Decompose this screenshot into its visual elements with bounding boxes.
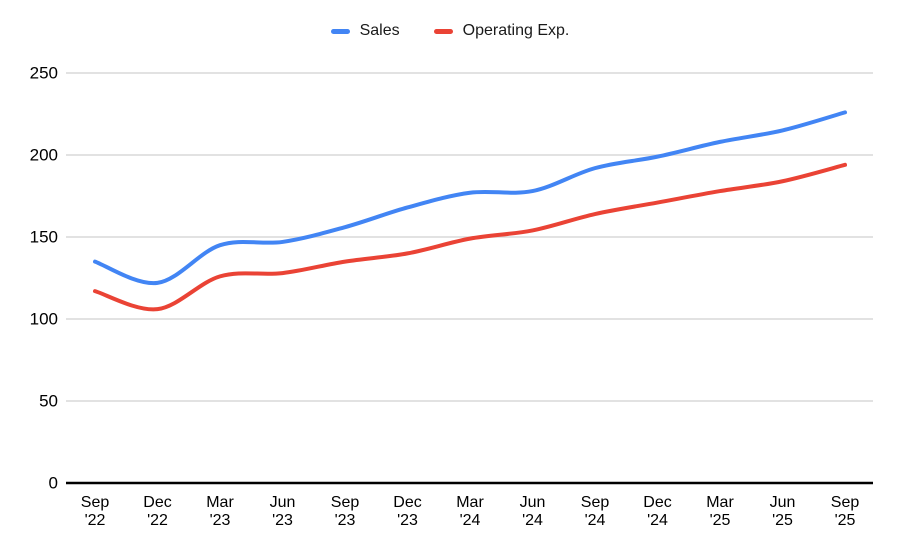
x-axis-tick-label: Mar '23 <box>206 494 234 529</box>
x-axis-tick-label: Dec '22 <box>143 494 171 529</box>
x-axis-tick-label: Jun '23 <box>270 494 296 529</box>
x-axis-tick-label: Sep '23 <box>331 494 360 529</box>
x-axis-tick-label: Jun '25 <box>770 494 796 529</box>
y-axis-tick-label: 150 <box>30 228 58 247</box>
sales-line <box>93 110 847 286</box>
y-axis-tick-label: 250 <box>30 64 58 83</box>
x-axis-tick-label: Jun '24 <box>520 494 546 529</box>
x-axis-tick-label: Mar '25 <box>706 494 734 529</box>
y-axis-tick-label: 100 <box>30 310 58 329</box>
x-axis-tick-label: Sep '24 <box>581 494 610 529</box>
x-axis-tick-label: Mar '24 <box>456 494 484 529</box>
x-axis-tick-label: Dec '23 <box>393 494 421 529</box>
x-axis-tick-label: Dec '24 <box>643 494 671 529</box>
x-axis-tick-label: Sep '22 <box>81 494 110 529</box>
operating-exp-line <box>93 162 847 312</box>
x-axis-tick-label: Sep '25 <box>831 494 860 529</box>
y-axis-tick-label: 0 <box>49 474 58 493</box>
y-axis-tick-label: 200 <box>30 146 58 165</box>
y-axis-tick-label: 50 <box>39 392 58 411</box>
